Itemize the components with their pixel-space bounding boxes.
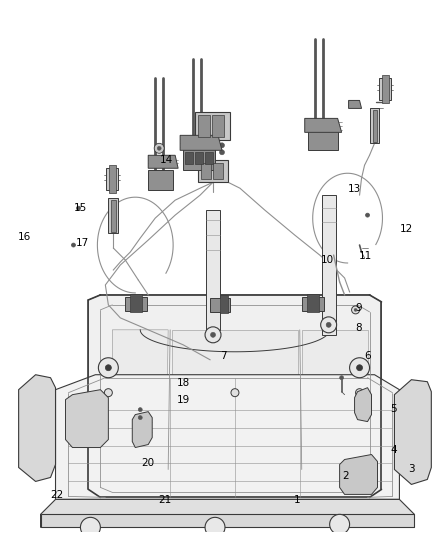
Bar — [201, 163, 211, 179]
Circle shape — [154, 143, 164, 154]
Bar — [307, 294, 319, 312]
Circle shape — [219, 143, 225, 148]
Circle shape — [350, 358, 370, 378]
Polygon shape — [66, 390, 108, 448]
Circle shape — [231, 389, 239, 397]
Text: 17: 17 — [76, 238, 89, 247]
Circle shape — [366, 213, 370, 217]
Text: 4: 4 — [390, 445, 397, 455]
Circle shape — [205, 327, 221, 343]
Text: 21: 21 — [158, 495, 171, 505]
Bar — [220, 295, 228, 313]
Text: 19: 19 — [177, 395, 190, 406]
Bar — [372, 110, 378, 142]
Bar — [210, 298, 230, 312]
Circle shape — [77, 206, 81, 210]
Text: 12: 12 — [400, 224, 413, 235]
Text: 7: 7 — [220, 351, 227, 361]
Polygon shape — [112, 330, 168, 470]
Polygon shape — [148, 155, 178, 168]
Polygon shape — [395, 379, 431, 484]
Text: 1: 1 — [294, 495, 301, 505]
Bar — [195, 152, 203, 164]
Polygon shape — [305, 118, 342, 132]
Bar — [111, 200, 117, 232]
Bar — [198, 116, 210, 138]
Bar — [213, 163, 223, 179]
Bar — [106, 168, 118, 190]
Circle shape — [357, 365, 363, 371]
Polygon shape — [302, 330, 367, 470]
Circle shape — [356, 389, 364, 397]
Circle shape — [339, 376, 343, 379]
Bar — [205, 152, 213, 164]
Polygon shape — [56, 375, 399, 499]
Text: 14: 14 — [160, 155, 173, 165]
Text: 15: 15 — [74, 203, 87, 213]
Polygon shape — [172, 330, 298, 470]
Bar — [321, 195, 336, 335]
Circle shape — [352, 306, 360, 314]
Circle shape — [81, 518, 100, 533]
Bar — [125, 297, 147, 311]
Bar — [382, 76, 389, 103]
Bar — [212, 116, 224, 138]
Circle shape — [326, 322, 331, 327]
Bar — [110, 165, 117, 193]
Polygon shape — [339, 455, 378, 495]
Circle shape — [71, 243, 75, 247]
Polygon shape — [19, 375, 56, 481]
Text: 20: 20 — [142, 458, 155, 468]
Text: 2: 2 — [343, 472, 349, 481]
Bar — [308, 131, 338, 150]
Text: 11: 11 — [359, 251, 372, 261]
Bar — [370, 108, 379, 143]
Circle shape — [330, 514, 350, 533]
Circle shape — [99, 358, 118, 378]
Circle shape — [321, 317, 337, 333]
Circle shape — [104, 389, 112, 397]
Bar — [379, 78, 392, 100]
Text: 6: 6 — [364, 351, 371, 361]
Circle shape — [106, 365, 111, 371]
Polygon shape — [355, 387, 371, 422]
Bar — [183, 148, 215, 170]
Text: 8: 8 — [355, 322, 362, 333]
Text: 16: 16 — [18, 232, 32, 243]
Text: 9: 9 — [355, 303, 362, 313]
Polygon shape — [41, 499, 414, 527]
Bar — [108, 198, 118, 233]
Circle shape — [205, 518, 225, 533]
Bar — [198, 160, 228, 182]
Text: 13: 13 — [348, 184, 361, 195]
Text: 18: 18 — [177, 378, 190, 389]
Circle shape — [211, 333, 215, 337]
Bar — [302, 297, 324, 311]
Circle shape — [211, 143, 215, 148]
Polygon shape — [349, 100, 361, 108]
Text: 10: 10 — [321, 255, 334, 265]
Polygon shape — [41, 514, 414, 527]
Bar — [185, 152, 193, 164]
Circle shape — [219, 150, 225, 155]
Polygon shape — [132, 411, 152, 448]
Bar — [206, 210, 220, 330]
Circle shape — [138, 416, 142, 419]
Text: 3: 3 — [408, 464, 414, 473]
Bar — [148, 170, 173, 190]
Circle shape — [354, 309, 357, 311]
Circle shape — [157, 147, 161, 150]
Polygon shape — [180, 135, 222, 150]
Bar — [130, 294, 142, 312]
Text: 22: 22 — [50, 490, 63, 500]
Circle shape — [138, 408, 142, 411]
Bar — [195, 112, 230, 140]
Polygon shape — [88, 295, 381, 497]
Circle shape — [211, 150, 215, 155]
Text: 5: 5 — [390, 404, 397, 414]
